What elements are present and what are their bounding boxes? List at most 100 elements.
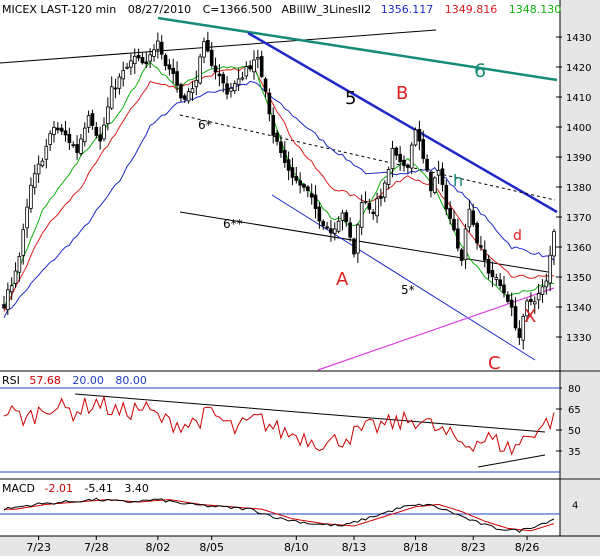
- date-tick-label: 8/02: [145, 541, 170, 554]
- candle-body-down: [367, 202, 372, 210]
- rsi-path: [3, 395, 555, 456]
- candle-body-down: [225, 83, 229, 95]
- label-6starstar: 6**: [223, 217, 243, 231]
- candle: [521, 313, 526, 350]
- candle: [132, 48, 137, 74]
- label-6star: 6*: [198, 118, 212, 132]
- candle: [248, 60, 252, 72]
- candle-body-down: [63, 130, 68, 136]
- header-close: C=1366.500: [203, 3, 272, 16]
- candle-body-up: [132, 55, 137, 65]
- candle: [82, 122, 87, 147]
- candle: [448, 201, 452, 225]
- candle: [394, 146, 399, 160]
- candle: [44, 139, 49, 169]
- candle-body-down: [159, 41, 164, 55]
- candle-body-down: [479, 245, 483, 248]
- candle: [275, 130, 279, 146]
- candle-body-up: [194, 79, 199, 88]
- rsi-tick-label: 80: [568, 384, 581, 395]
- price-axis-bg: [560, 0, 600, 370]
- candle-body-down: [321, 221, 326, 227]
- candle-body-down: [306, 186, 310, 192]
- candle: [86, 110, 91, 133]
- candle-body-down: [98, 134, 102, 142]
- candle: [232, 80, 237, 94]
- candle-body-up: [252, 59, 256, 73]
- candle-body-down: [56, 127, 60, 131]
- candle: [456, 218, 460, 252]
- rsi-tick-label: 65: [568, 405, 581, 416]
- candle-body-down: [71, 144, 76, 147]
- candle: [344, 209, 349, 227]
- trendline-top-black: [0, 29, 437, 64]
- candle-body-up: [186, 91, 191, 102]
- header-v3: 1348.130: [509, 3, 562, 16]
- candle: [525, 298, 529, 322]
- date-tick-label: 8/18: [403, 541, 428, 554]
- candle-body-down: [94, 126, 99, 136]
- candle-body-up: [152, 49, 156, 57]
- candle: [544, 273, 549, 295]
- candle: [125, 63, 129, 70]
- trendline-magenta: [317, 287, 555, 371]
- candle-body-up: [521, 316, 526, 341]
- candle-body-up: [129, 60, 133, 68]
- candle-body-down: [490, 270, 495, 278]
- date-tick-label: 7/28: [84, 541, 109, 554]
- candle-body-down: [459, 249, 464, 261]
- candle: [144, 51, 149, 69]
- candle: [98, 126, 102, 150]
- price-tick-label: 1350: [566, 273, 591, 284]
- candle-body-up: [382, 182, 387, 198]
- label-C: C: [488, 353, 501, 374]
- candle-body-up: [386, 169, 391, 185]
- candle: [286, 151, 291, 181]
- macd-path: [3, 497, 555, 533]
- candle: [209, 42, 214, 68]
- candle: [475, 221, 479, 250]
- candle-body-down: [313, 194, 318, 209]
- candle-body-up: [256, 57, 260, 60]
- candle-body-down: [163, 55, 168, 67]
- candle-body-down: [498, 279, 502, 287]
- candle-body-up: [548, 254, 552, 284]
- candle-body-up: [540, 286, 545, 295]
- trendline-5star: [271, 194, 536, 361]
- candle-body-up: [236, 78, 241, 85]
- candle: [352, 237, 356, 258]
- candle-body-down: [402, 159, 406, 166]
- candle-body-down: [167, 64, 172, 70]
- header-date: 08/27/2010: [128, 3, 191, 16]
- candle-body-down: [182, 95, 187, 100]
- candle-body-down: [317, 206, 322, 222]
- candle-body-up: [117, 76, 122, 89]
- candle: [194, 70, 199, 96]
- candle: [213, 57, 218, 80]
- candle-body-down: [379, 195, 383, 199]
- candle: [94, 121, 99, 139]
- macd-value-3: 3.40: [124, 482, 149, 495]
- candle: [221, 71, 226, 93]
- candle-body-down: [206, 40, 210, 52]
- rsi-value-2: 20.00: [72, 374, 104, 387]
- candle-body-up: [25, 206, 29, 229]
- candle: [548, 245, 552, 291]
- candle-body-down: [263, 78, 268, 92]
- candle: [506, 291, 510, 304]
- candle: [109, 76, 114, 110]
- candle: [463, 223, 468, 269]
- candle: [156, 32, 160, 59]
- candle-body-down: [506, 294, 510, 302]
- candle-body-down: [429, 171, 433, 192]
- candle: [56, 122, 60, 134]
- candle: [367, 198, 372, 214]
- candle-body-up: [79, 138, 83, 154]
- candle-body-down: [517, 328, 522, 338]
- candle: [244, 61, 249, 80]
- candle: [256, 49, 260, 69]
- candle: [179, 82, 183, 102]
- candle-body-down: [275, 132, 279, 142]
- candle-body-down: [329, 228, 333, 234]
